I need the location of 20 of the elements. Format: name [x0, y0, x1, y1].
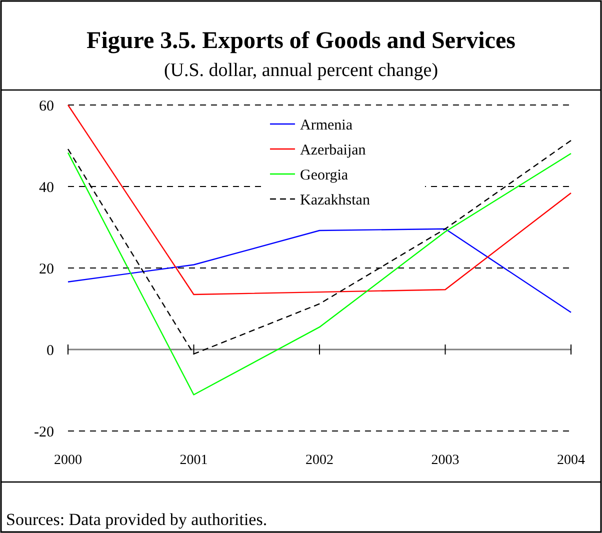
chart-subtitle: (U.S. dollar, annual percent change) — [164, 60, 438, 81]
legend-label: Kazakhstan — [300, 192, 370, 208]
y-tick-label: 60 — [39, 98, 54, 114]
x-tick-label: 2003 — [431, 453, 460, 468]
chart-title: Figure 3.5. Exports of Goods and Services — [86, 28, 516, 54]
line-series — [67, 104, 572, 296]
legend-label: Georgia — [300, 167, 348, 184]
line-series — [67, 140, 572, 355]
y-tick-label: 20 — [39, 261, 54, 278]
x-tick-label: 2002 — [306, 453, 334, 468]
y-tick-label: 0 — [46, 342, 54, 359]
y-tick-label: -20 — [34, 424, 54, 440]
legend-label: Azerbaijan — [300, 142, 366, 158]
x-tick-label: 2004 — [557, 453, 585, 468]
y-tick-label: 40 — [39, 180, 54, 196]
legend-label: Armenia — [300, 117, 353, 134]
source-note: Sources: Data provided by authorities. — [6, 510, 268, 529]
x-tick-label: 2001 — [180, 453, 208, 468]
line-series — [67, 228, 572, 314]
x-tick-label: 2000 — [54, 453, 82, 468]
